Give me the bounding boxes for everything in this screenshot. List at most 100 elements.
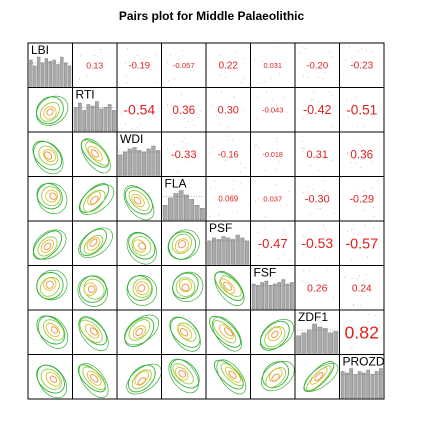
density-contour <box>43 106 57 120</box>
scatter-point <box>197 117 199 119</box>
scatter-point <box>174 144 175 146</box>
scatter-point <box>351 278 353 279</box>
panel-r0-c7: -0.23 <box>339 42 385 88</box>
density-contour <box>177 240 186 249</box>
panel-r7-c4 <box>205 354 251 400</box>
panel-r4-c5: -0.47 <box>250 220 296 266</box>
variable-label-bg <box>207 222 234 234</box>
scatter-point <box>367 288 369 290</box>
histogram-bar <box>340 371 345 399</box>
scatter-point <box>357 125 358 127</box>
density-contour <box>224 366 241 383</box>
scatter-point <box>232 194 234 196</box>
density-contour <box>171 233 193 254</box>
scatter-point <box>226 62 227 64</box>
density-contour <box>212 316 242 352</box>
density-contour <box>83 278 105 300</box>
panel-r2-c1 <box>72 131 118 177</box>
density-contour <box>220 363 244 387</box>
scatter-point <box>317 169 319 171</box>
histogram-bar <box>33 65 37 87</box>
variable-label-rti: RTI <box>76 88 95 102</box>
scatter-point <box>126 48 128 50</box>
density-contour <box>260 319 295 350</box>
scatter-point <box>360 304 362 306</box>
scatter-point <box>92 65 94 66</box>
scatter-point <box>152 106 154 108</box>
density-contour <box>79 275 107 303</box>
histogram-bar <box>277 282 281 310</box>
scatter-point <box>303 191 305 193</box>
scatter-point <box>356 162 357 164</box>
scatter-point <box>371 51 373 53</box>
scatter-point <box>346 98 348 100</box>
scatter-point <box>137 126 139 128</box>
density-contour <box>90 196 99 205</box>
histogram-bar <box>357 371 362 399</box>
scatter-point <box>375 315 377 317</box>
scatter-point <box>219 55 221 57</box>
panel-r0-c4: 0.22 <box>205 42 251 88</box>
scatter-point <box>345 59 347 61</box>
scatter-point <box>284 97 286 99</box>
correlation-value: -0.19 <box>128 61 150 72</box>
panel-r2-c4: -0.16 <box>205 131 251 177</box>
density-contour <box>228 370 237 379</box>
variable-label-prozd: PROZD <box>343 355 385 369</box>
panel-r3-c5: 0.037 <box>250 176 296 222</box>
correlation-value: 0.037 <box>263 194 282 203</box>
scatter-point <box>265 59 267 61</box>
scatter-point <box>225 77 227 79</box>
histogram-bar <box>40 62 45 87</box>
scatter-point <box>244 109 246 111</box>
scatter-point <box>360 144 361 146</box>
scatter-point <box>221 91 222 93</box>
density-contour <box>132 325 147 339</box>
scatter-point <box>216 115 218 116</box>
chart-title: Pairs plot for Middle Palaeolithic <box>118 9 305 23</box>
scatter-point <box>240 171 242 173</box>
scatter-point <box>378 326 380 328</box>
correlation-value: -0.54 <box>123 102 155 118</box>
panel-r5-c0 <box>27 265 73 311</box>
scatter-point <box>355 205 357 207</box>
scatter-point <box>227 138 229 140</box>
scatter-point <box>256 144 258 146</box>
correlation-value: 0.22 <box>219 61 238 72</box>
scatter-point <box>135 66 137 68</box>
scatter-point <box>364 224 366 226</box>
scatter-point <box>353 229 355 230</box>
panel-r5-c7: 0.24 <box>339 265 385 311</box>
scatter-point <box>136 104 138 106</box>
scatter-point <box>275 62 277 64</box>
scatter-point <box>264 216 266 218</box>
scatter-point <box>348 332 350 334</box>
scatter-point <box>370 187 372 189</box>
scatter-point <box>283 253 285 255</box>
scatter-point <box>367 321 369 323</box>
panel-r6-c0 <box>27 309 73 355</box>
density-contour <box>36 95 69 126</box>
panel-r1-c4: 0.30 <box>205 87 251 133</box>
panel-r5-c1 <box>72 265 118 311</box>
scatter-point <box>323 190 325 192</box>
scatter-point <box>210 186 212 188</box>
scatter-point <box>177 59 179 61</box>
correlation-value: 0.24 <box>352 283 372 294</box>
correlation-value: 0.31 <box>307 149 328 161</box>
density-contour <box>89 238 98 247</box>
scatter-point <box>350 229 352 231</box>
histogram-bar <box>52 59 56 87</box>
histogram-bar <box>256 285 260 310</box>
scatter-point <box>166 61 168 63</box>
histogram-bar <box>112 110 116 132</box>
scatter-point <box>124 123 126 125</box>
scatter-point <box>276 137 278 139</box>
scatter-point <box>349 46 350 48</box>
scatter-point <box>371 144 373 146</box>
scatter-point <box>307 288 309 290</box>
scatter-point <box>303 147 305 149</box>
scatter-point <box>318 101 320 103</box>
density-contour <box>39 101 60 122</box>
histogram-bar <box>90 105 95 132</box>
